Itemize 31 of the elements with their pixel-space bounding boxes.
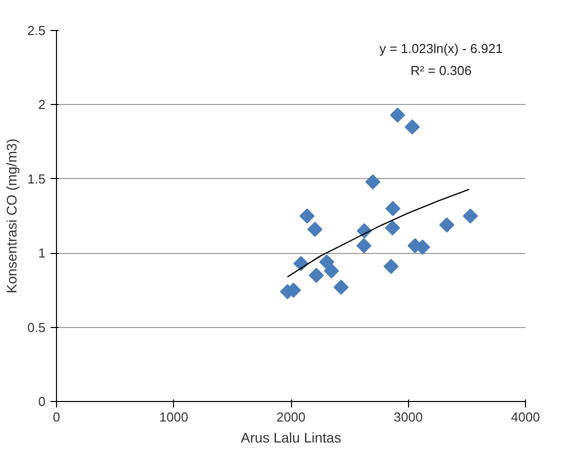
point	[404, 119, 420, 135]
annotation: R² = 0.306	[410, 63, 472, 78]
y-tick-label: 0	[38, 394, 46, 409]
point	[308, 268, 324, 283]
point	[384, 258, 399, 274]
point	[439, 217, 454, 232]
x-tick-label: 1000	[159, 410, 188, 424]
point	[324, 263, 340, 278]
x-tick-label: 3000	[394, 410, 423, 424]
y-tick-label: 2	[38, 97, 46, 112]
point	[390, 108, 406, 123]
point	[462, 208, 478, 224]
point	[385, 201, 400, 216]
x-axis-title: Arus Lalu Lintas	[240, 430, 342, 446]
point	[365, 174, 380, 190]
point	[384, 220, 400, 236]
point	[307, 222, 322, 237]
y-tick-label: 1	[38, 246, 46, 261]
x-tick-label: 2000	[276, 410, 306, 424]
point	[319, 254, 334, 270]
y-tick-label: 1.5	[27, 171, 46, 186]
y-axis-title: Konsentrasi CO (mg/m3)	[3, 138, 20, 294]
y-tick-label: 0.5	[27, 320, 46, 335]
annotation: y = 1.023ln(x) - 6.921	[379, 40, 503, 56]
point	[333, 280, 349, 295]
line-series	[286, 188, 470, 278]
point	[356, 238, 372, 254]
x-tick-label: 0	[52, 410, 60, 424]
point	[299, 208, 315, 224]
y-tick-label: 2.5	[27, 23, 46, 38]
x-tick-label: 4000	[511, 410, 540, 424]
